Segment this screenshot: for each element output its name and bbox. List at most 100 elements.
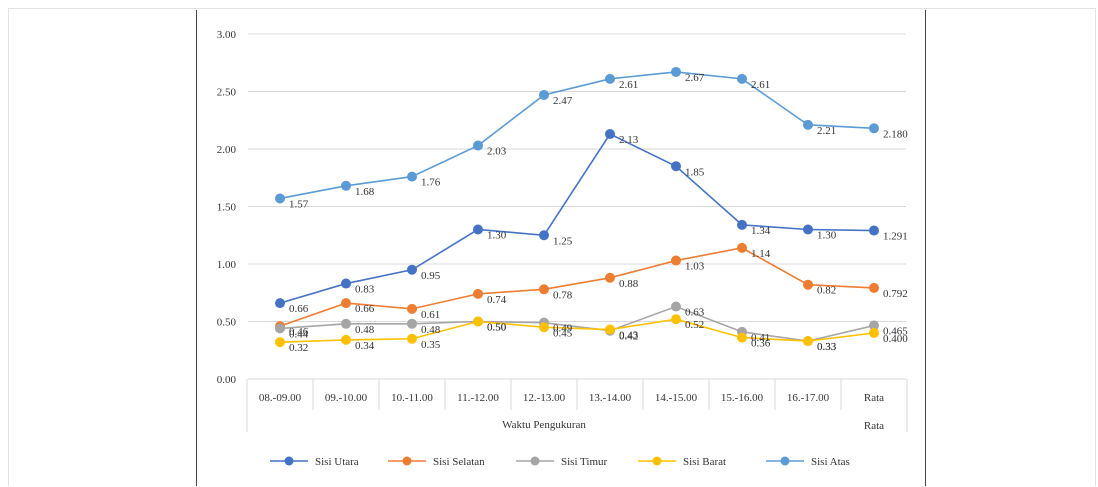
x-tick-label-line: Rata bbox=[864, 392, 884, 404]
data-label-sisi-timur: 0.42 bbox=[619, 331, 638, 343]
legend-item-sisi-atas: Sisi Atas bbox=[766, 456, 850, 468]
data-point-sisi-atas bbox=[869, 123, 879, 134]
data-point-sisi-selatan bbox=[341, 298, 351, 309]
data-label-sisi-utara: 1.25 bbox=[553, 235, 573, 247]
data-point-sisi-atas bbox=[275, 193, 285, 204]
data-label-sisi-barat: 0.34 bbox=[355, 340, 375, 352]
data-label-sisi-selatan: 1.03 bbox=[685, 261, 705, 273]
data-label-sisi-utara: 0.83 bbox=[355, 284, 375, 296]
data-point-sisi-barat bbox=[869, 328, 879, 338]
data-point-sisi-utara bbox=[275, 298, 285, 309]
data-label-sisi-timur: 0.49 bbox=[553, 323, 573, 335]
data-label-sisi-selatan: 0.792 bbox=[883, 288, 908, 300]
y-tick-label: 3.00 bbox=[217, 29, 237, 41]
data-label-sisi-barat: 0.45 bbox=[553, 327, 573, 339]
data-point-sisi-atas bbox=[473, 140, 483, 151]
legend-marker-sisi-barat bbox=[652, 456, 662, 466]
data-label-sisi-timur: 0.41 bbox=[751, 332, 770, 344]
series-sisi-atas bbox=[275, 66, 879, 204]
x-tick-label: 15.-16.00 bbox=[721, 392, 764, 404]
data-label-sisi-timur: 0.465 bbox=[883, 326, 908, 338]
data-label-sisi-barat: 0.35 bbox=[421, 339, 441, 351]
legend-item-sisi-barat: Sisi Barat bbox=[638, 456, 726, 468]
data-label-sisi-selatan: 0.82 bbox=[817, 285, 836, 297]
data-label-sisi-utara: 1.291 bbox=[883, 231, 908, 243]
legend-item-sisi-timur: Sisi Timur bbox=[516, 456, 608, 468]
series-sisi-barat bbox=[275, 314, 879, 348]
x-tick-label: 09.-10.00 bbox=[325, 392, 368, 404]
series-line-sisi-utara bbox=[279, 133, 875, 304]
series-line-sisi-barat bbox=[279, 318, 875, 343]
data-label-sisi-atas: 1.68 bbox=[355, 186, 375, 198]
data-point-sisi-barat bbox=[407, 333, 417, 344]
data-label-sisi-atas: 2.61 bbox=[619, 79, 638, 91]
data-label-sisi-selatan: 0.46 bbox=[289, 326, 309, 338]
x-tick-label: 12.-13.00 bbox=[523, 392, 566, 404]
data-point-sisi-barat bbox=[671, 314, 681, 325]
data-label-sisi-utara: 0.66 bbox=[289, 303, 309, 315]
data-point-sisi-barat bbox=[737, 332, 747, 343]
x-tick-label: 16.-17.00 bbox=[787, 392, 830, 404]
y-tick-label: 0.00 bbox=[217, 374, 237, 386]
x-tick-label: 10.-11.00 bbox=[391, 392, 433, 404]
legend-marker-sisi-timur bbox=[530, 456, 540, 466]
data-label-sisi-atas: 2.61 bbox=[751, 79, 770, 91]
y-tick-label: 2.50 bbox=[217, 87, 237, 99]
x-tick-label: 14.-15.00 bbox=[655, 392, 698, 404]
data-point-sisi-selatan bbox=[671, 255, 681, 266]
data-label-sisi-selatan: 0.88 bbox=[619, 278, 639, 290]
data-point-sisi-atas bbox=[605, 73, 615, 84]
data-label-sisi-utara: 1.85 bbox=[685, 166, 705, 178]
data-label-sisi-utara: 0.95 bbox=[421, 270, 441, 282]
data-label-sisi-barat: 0.52 bbox=[685, 319, 704, 331]
data-point-sisi-selatan bbox=[407, 303, 417, 314]
data-label-sisi-atas: 1.57 bbox=[289, 198, 309, 210]
data-label-sisi-timur: 0.33 bbox=[817, 341, 837, 353]
data-label-sisi-selatan: 0.61 bbox=[421, 309, 440, 321]
x-axis-title: Waktu Pengukuran bbox=[502, 419, 586, 431]
data-label-sisi-atas: 2.47 bbox=[553, 95, 573, 107]
x-tick-label-line: Rata bbox=[864, 420, 884, 432]
x-tick-label: 08.-09.00 bbox=[259, 392, 302, 404]
data-label-sisi-atas: 2.21 bbox=[817, 125, 836, 137]
y-tick-label: 2.00 bbox=[217, 144, 237, 156]
data-label-sisi-selatan: 0.74 bbox=[487, 294, 507, 306]
data-label-sisi-atas: 2.03 bbox=[487, 146, 507, 158]
y-tick-label: 1.00 bbox=[217, 259, 237, 271]
data-label-sisi-utara: 1.30 bbox=[817, 230, 837, 242]
data-point-sisi-selatan bbox=[869, 282, 879, 293]
series-line-sisi-atas bbox=[279, 71, 875, 200]
data-label-sisi-barat: 0.33 bbox=[817, 341, 837, 353]
series-line-sisi-timur bbox=[279, 305, 875, 342]
data-label-sisi-timur: 0.48 bbox=[421, 324, 441, 336]
legend-label-sisi-timur: Sisi Timur bbox=[561, 456, 608, 468]
series-lines bbox=[275, 66, 879, 348]
data-point-sisi-utara bbox=[803, 224, 813, 235]
data-point-sisi-timur bbox=[671, 301, 681, 312]
data-point-sisi-barat bbox=[539, 322, 549, 333]
data-point-sisi-utara bbox=[407, 264, 417, 275]
data-point-sisi-utara bbox=[671, 161, 681, 172]
x-tick-label: Rata Rata bbox=[864, 392, 884, 432]
y-tick-label: 0.50 bbox=[217, 317, 237, 329]
y-axis: 0.00 0.50 1.00 1.50 2.00 2.50 3.00 bbox=[217, 29, 237, 386]
legend-item-sisi-utara: Sisi Utara bbox=[270, 456, 359, 468]
data-point-sisi-atas bbox=[539, 89, 549, 100]
legend-marker-sisi-atas bbox=[780, 456, 790, 466]
data-point-sisi-timur bbox=[869, 320, 879, 331]
data-point-sisi-atas bbox=[407, 171, 417, 182]
data-point-sisi-utara bbox=[737, 219, 747, 230]
data-label-sisi-atas: 2.180 bbox=[883, 128, 908, 140]
data-point-sisi-utara bbox=[341, 278, 351, 289]
series-line-sisi-selatan bbox=[279, 247, 875, 327]
data-point-sisi-selatan bbox=[605, 272, 615, 283]
data-point-sisi-selatan bbox=[737, 242, 747, 253]
data-label-sisi-utara: 2.13 bbox=[619, 134, 639, 146]
data-point-sisi-barat bbox=[341, 334, 351, 345]
data-label-sisi-atas: 1.76 bbox=[421, 177, 441, 189]
x-tick-label: 13.-14.00 bbox=[589, 392, 632, 404]
data-point-sisi-atas bbox=[737, 73, 747, 84]
data-point-sisi-selatan bbox=[539, 284, 549, 295]
data-label-sisi-atas: 2.67 bbox=[685, 72, 705, 84]
